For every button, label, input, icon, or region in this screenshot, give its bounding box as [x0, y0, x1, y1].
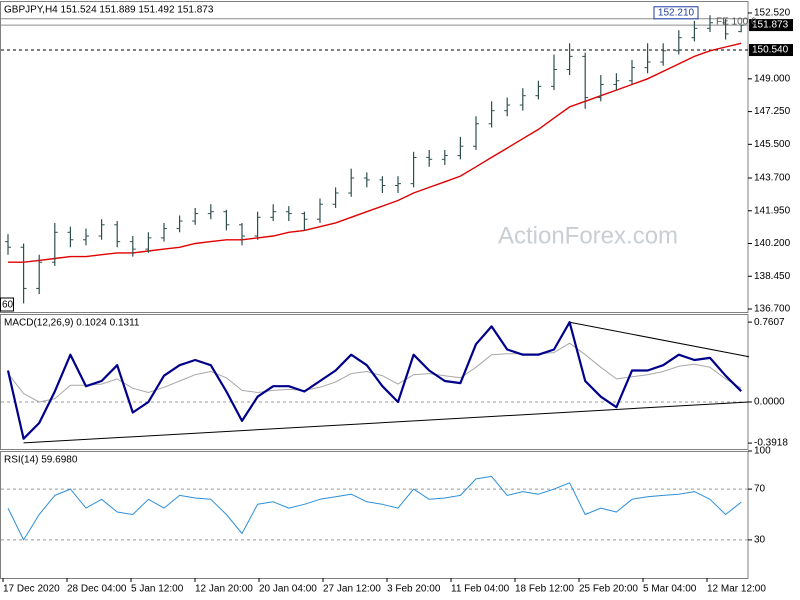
- pane-frame: [0, 1, 749, 313]
- y-tick-label: 140.200: [754, 238, 791, 249]
- y-tick-label: 149.000: [754, 73, 791, 84]
- y-tick-label: 70: [754, 484, 766, 495]
- pane-frame: [0, 451, 749, 579]
- moving-average: [8, 42, 742, 263]
- pane-title: RSI(14) 59.6980: [4, 455, 78, 466]
- x-tick-label: 20 Jan 04:00: [259, 584, 317, 595]
- axis-price-box: [749, 44, 793, 57]
- x-tick-label: 27 Jan 12:00: [323, 584, 381, 595]
- x-tick-label: 5 Mar 04:00: [643, 584, 697, 595]
- x-tick-label: 17 Dec 2020: [3, 584, 60, 595]
- x-tick-label: 12 Jan 20:00: [195, 584, 253, 595]
- indicator-line: [7, 342, 742, 403]
- corner-label: 60: [2, 300, 14, 311]
- level-label: 152.210: [658, 7, 695, 18]
- trendline: [23, 401, 750, 444]
- indicator-line: [6, 321, 742, 440]
- y-tick-label: 138.450: [754, 271, 791, 282]
- indicator-line: [7, 475, 742, 541]
- y-tick-label: 0.0000: [754, 397, 785, 408]
- y-tick-label: 152.520: [754, 8, 791, 19]
- axis-price-box: [749, 19, 793, 32]
- y-tick-label: 0.7607: [754, 317, 785, 328]
- y-tick-label: 136.700: [754, 304, 791, 315]
- y-tick-label: 147.250: [754, 106, 791, 117]
- y-tick-label: -0.3918: [754, 438, 788, 449]
- annotation: FE 100.0: [716, 17, 757, 28]
- y-tick-label: 145.500: [754, 139, 791, 150]
- x-tick-label: 3 Feb 20:00: [387, 584, 441, 595]
- x-tick-label: 12 Mar 12:00: [707, 584, 766, 595]
- y-tick-label: 30: [754, 535, 766, 546]
- axis-price-label: 150.540: [752, 45, 789, 56]
- x-tick-label: 25 Feb 20:00: [579, 584, 638, 595]
- x-tick-label: 11 Feb 04:00: [451, 584, 510, 595]
- y-tick-label: 143.700: [754, 173, 791, 184]
- x-tick-label: 18 Feb 12:00: [515, 584, 574, 595]
- y-tick-label: 100: [754, 446, 771, 457]
- level-label-box: [653, 6, 699, 20]
- y-tick-label: 141.950: [754, 205, 791, 216]
- pane-title: GBPJPY,H4 151.524 151.889 151.492 151.87…: [4, 5, 214, 16]
- pane-frame: [0, 314, 749, 450]
- watermark: ActionForex.com: [498, 222, 678, 249]
- x-tick-label: 5 Jan 12:00: [131, 584, 184, 595]
- trendline: [569, 321, 750, 358]
- axis-price-label: 151.873: [752, 20, 789, 31]
- corner-box: [0, 297, 14, 312]
- x-tick-label: 28 Dec 04:00: [67, 584, 127, 595]
- pane-title: MACD(12,26,9) 0.1024 0.1311: [4, 318, 140, 329]
